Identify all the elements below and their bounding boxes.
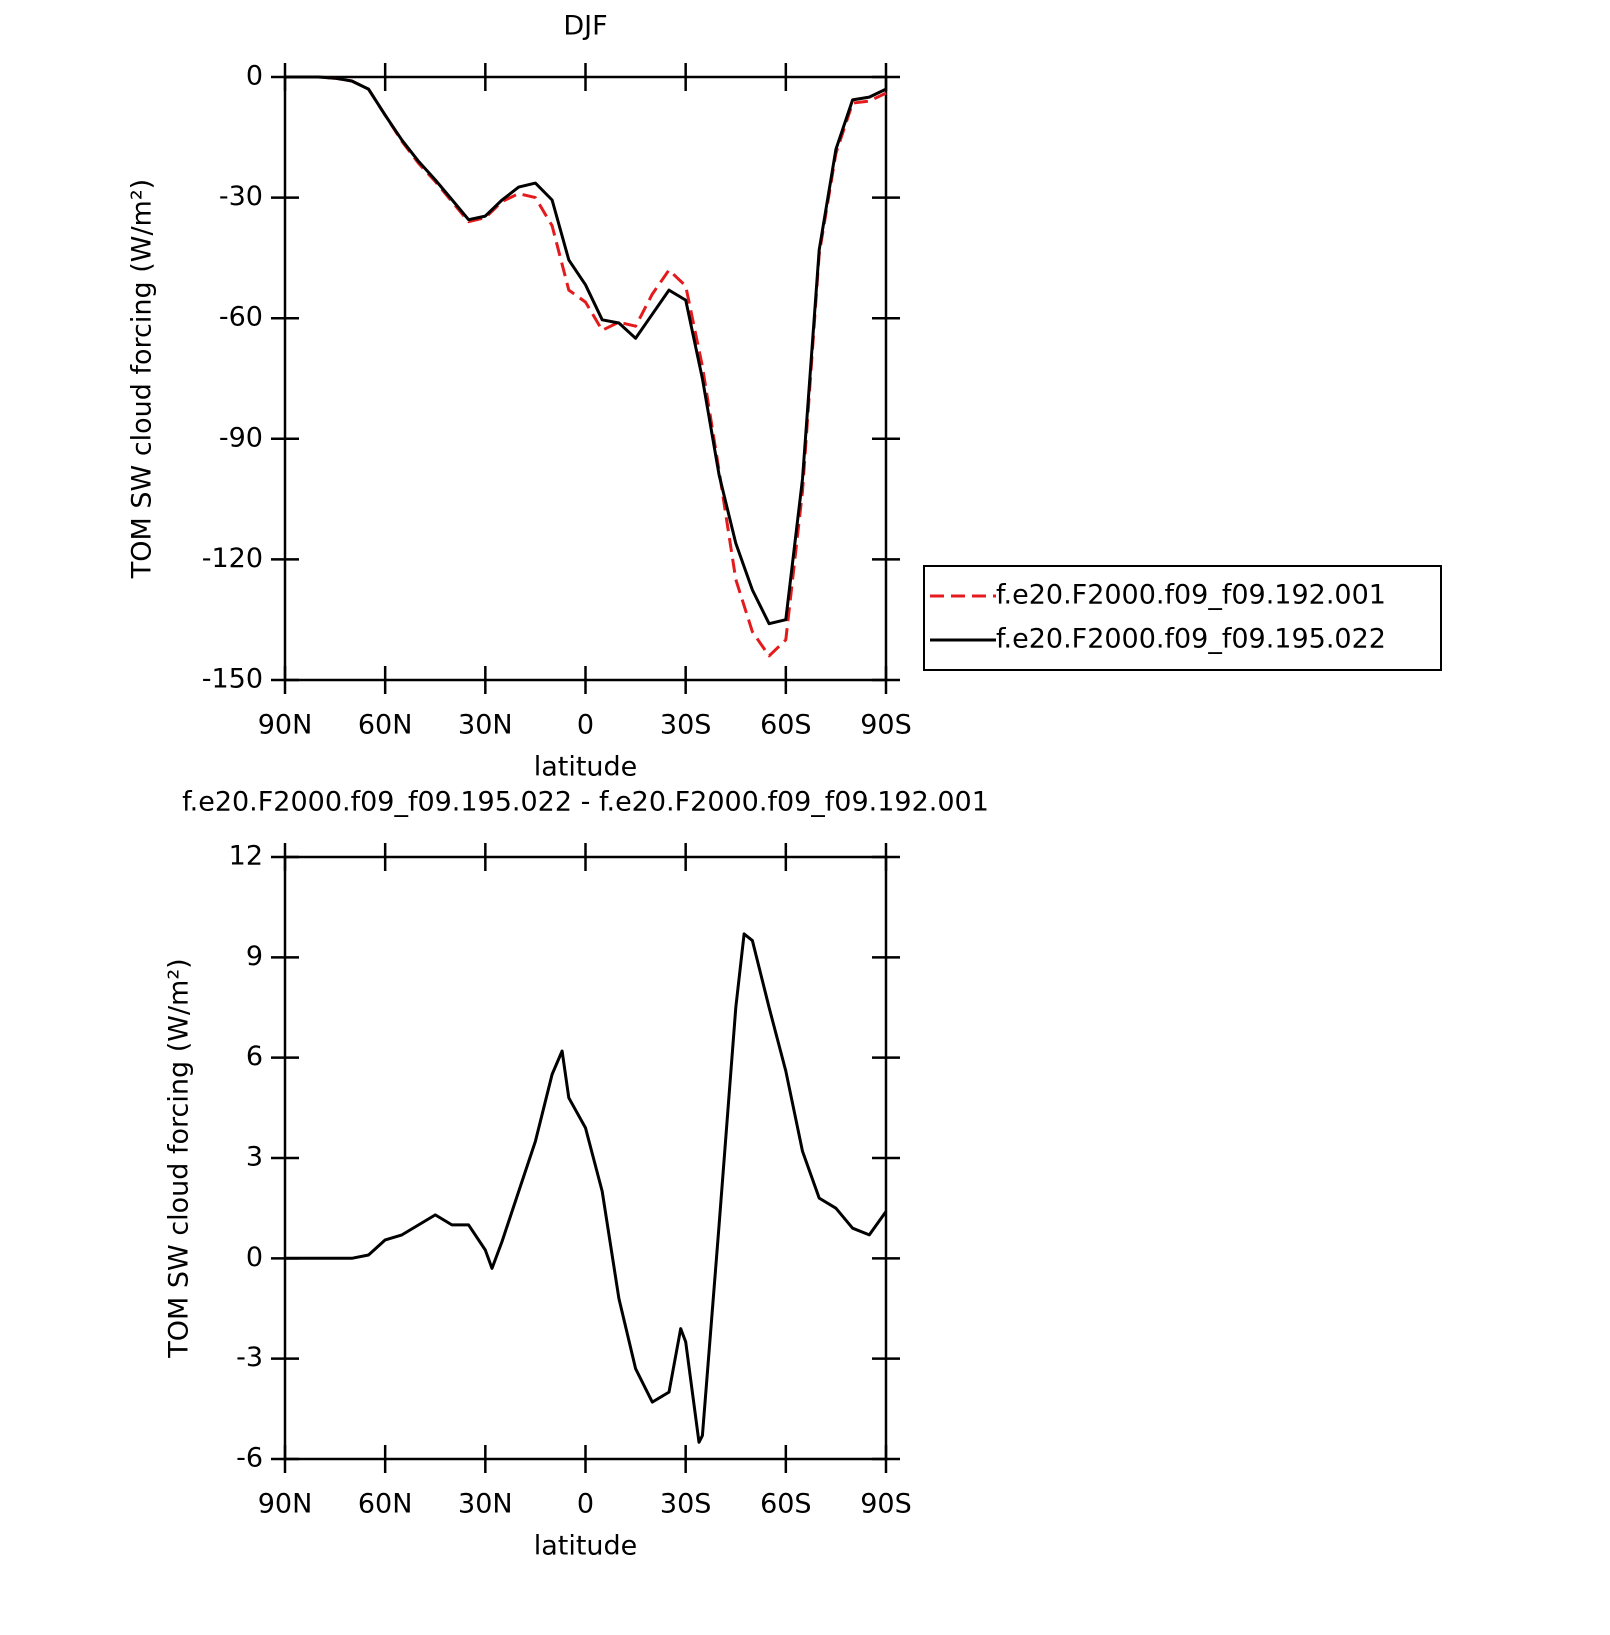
x-tick-label: 0 [577,1489,594,1520]
x-tick-label: 60S [760,1489,812,1520]
y-axis-label: TOM SW cloud forcing (W/m²) [164,958,195,1358]
chart-title: DJF [563,11,607,42]
x-axis-label: latitude [534,752,638,783]
data-line [285,932,888,1444]
y-tick-label: 6 [246,1041,263,1072]
y-tick-label: -6 [236,1443,263,1474]
y-tick-label: 0 [246,61,263,92]
data-line [285,75,887,626]
x-tick-label: 30S [660,710,712,741]
y-tick-label: 12 [229,841,263,872]
x-tick-label: 60N [358,1489,413,1520]
y-tick-label: -120 [202,543,263,574]
y-tick-label: 3 [246,1142,263,1173]
x-tick-label: 90N [258,1489,313,1520]
x-tick-label: 90S [860,1489,912,1520]
plot-frame [283,75,888,682]
x-axis-label: latitude [534,1531,638,1562]
legend-label: f.e20.F2000.f09_f09.192.001 [996,580,1386,611]
x-tick-label: 30N [458,1489,513,1520]
y-tick-label: -90 [219,422,263,453]
x-tick-label: 30S [660,1489,712,1520]
x-tick-label: 60S [760,710,812,741]
y-tick-label: -60 [219,302,263,333]
chart-title: f.e20.F2000.f09_f09.195.022 - f.e20.F200… [182,787,989,818]
x-tick-label: 30N [458,710,513,741]
x-tick-label: 90S [860,710,912,741]
y-tick-label: -150 [202,664,263,695]
y-tick-label: 9 [246,941,263,972]
legend-box [923,565,1442,671]
y-tick-label: 0 [246,1242,263,1273]
x-tick-label: 90N [258,710,313,741]
x-tick-label: 60N [358,710,413,741]
y-tick-label: -30 [219,181,263,212]
y-tick-label: -3 [236,1342,263,1373]
y-axis-label: TOM SW cloud forcing (W/m²) [127,179,158,579]
data-line [285,75,887,658]
plot-frame [283,855,888,1461]
legend-label: f.e20.F2000.f09_f09.195.022 [996,624,1386,655]
x-tick-label: 0 [577,710,594,741]
